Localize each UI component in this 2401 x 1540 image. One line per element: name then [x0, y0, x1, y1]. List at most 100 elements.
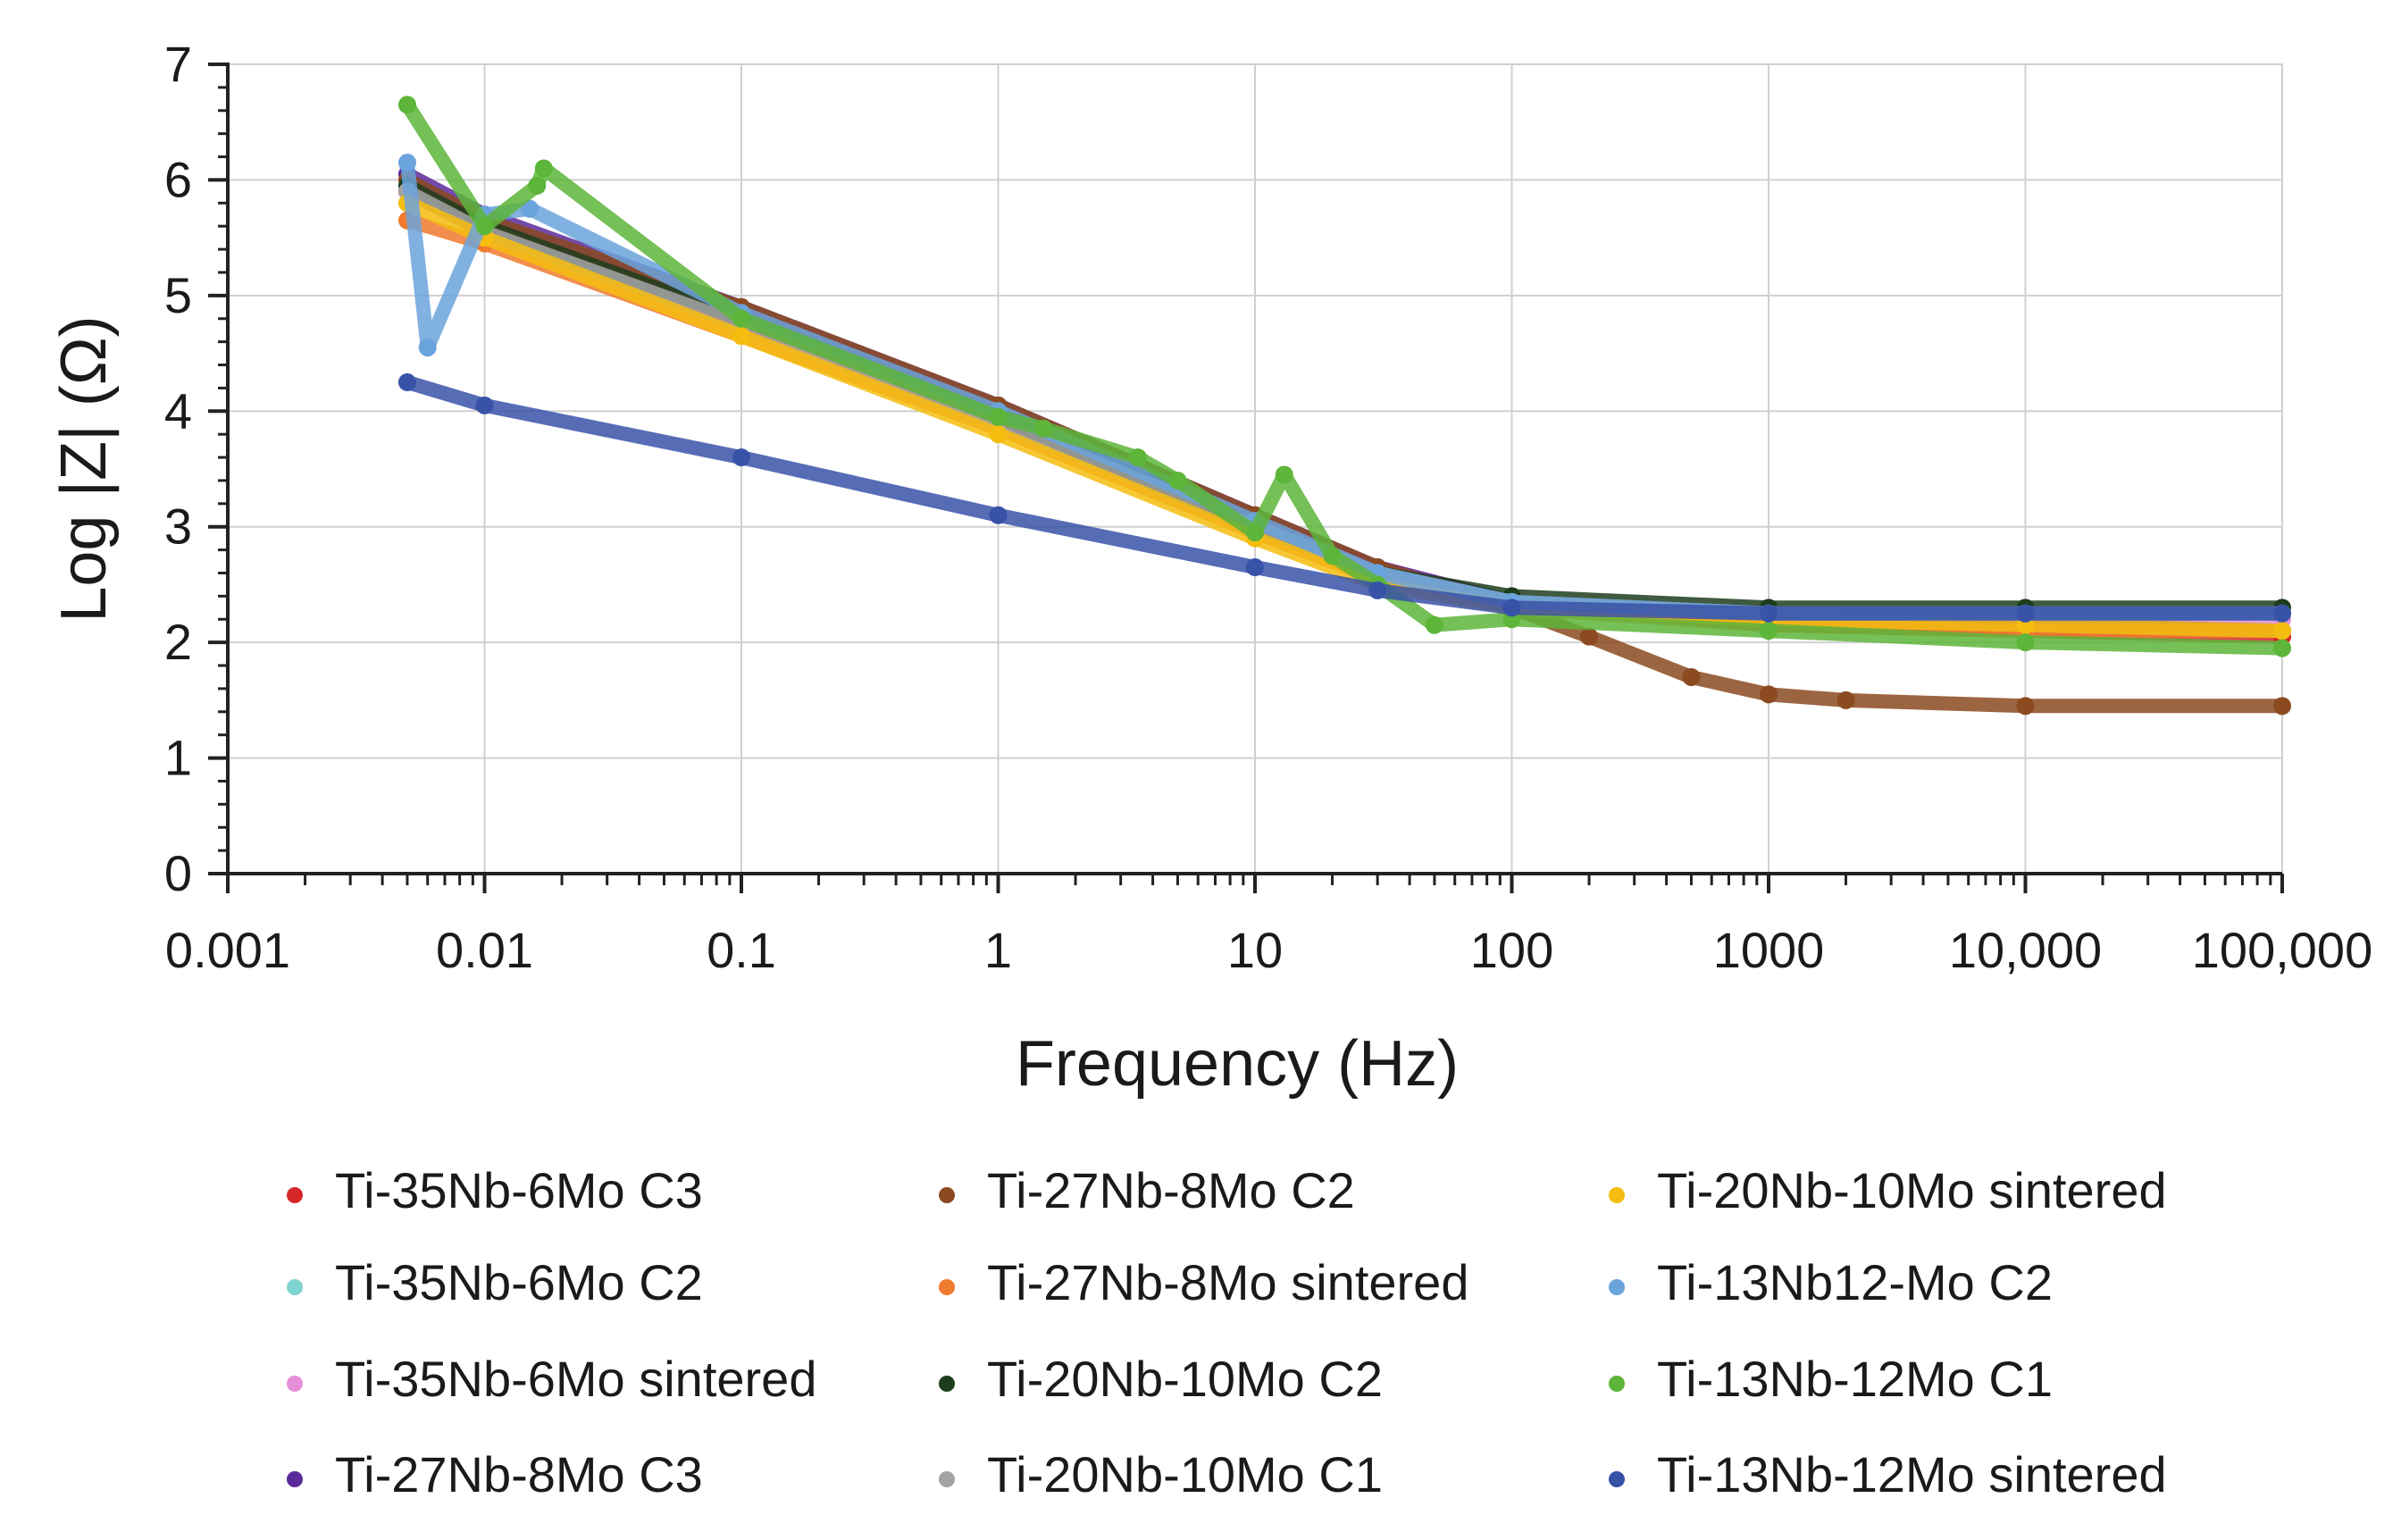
legend-item: Ti-13Nb-12Mo C1	[1609, 1351, 2053, 1407]
y-tick-label: 3	[164, 498, 192, 555]
y-tick-label: 6	[164, 151, 192, 207]
data-point	[1502, 598, 1521, 617]
data-point	[475, 396, 494, 414]
x-tick-label: 100,000	[2192, 922, 2372, 978]
legend: Ti-35Nb-6Mo C3 Ti-35Nb-6Mo C2 Ti-35Nb-6Mo …	[287, 1162, 2167, 1502]
legend-marker	[1609, 1471, 1625, 1487]
y-tick-label: 7	[164, 36, 192, 92]
y-tick-label: 5	[164, 267, 192, 323]
data-point	[418, 339, 437, 357]
series-ti-13nb-12mo-sintered	[397, 372, 2291, 623]
x-axis-title: Frequency (Hz)	[1016, 1028, 1459, 1100]
data-point	[397, 96, 416, 114]
x-tick-label: 10,000	[1949, 922, 2102, 978]
data-point	[1760, 685, 1778, 704]
legend-marker	[939, 1471, 955, 1487]
data-point	[1760, 604, 1778, 623]
data-point	[1034, 419, 1053, 438]
legend-label: Ti-27Nb-8Mo C3	[335, 1446, 703, 1502]
legend-item: Ti-20Nb-10Mo C1	[939, 1446, 1383, 1502]
data-point	[989, 425, 1008, 444]
legend-marker	[939, 1279, 955, 1295]
y-tick-label: 4	[164, 382, 192, 439]
legend-item: Ti-27Nb-8Mo sintered	[939, 1254, 1468, 1310]
data-point	[1323, 547, 1342, 565]
data-point	[521, 199, 540, 218]
x-tick-label: 0.1	[707, 922, 776, 978]
legend-label: Ti-20Nb-10Mo C1	[987, 1446, 1383, 1502]
data-point	[1246, 558, 1264, 577]
data-point	[732, 448, 750, 467]
x-tick-label: 1	[984, 922, 1012, 978]
data-point	[1425, 615, 1443, 634]
x-tick-label: 10	[1227, 922, 1283, 978]
legend-item: Ti-35Nb-6Mo C3	[287, 1162, 703, 1218]
legend-marker	[287, 1471, 303, 1487]
data-point	[528, 176, 547, 195]
data-point	[397, 372, 416, 391]
y-tick-label: 0	[164, 845, 192, 901]
data-point	[397, 154, 416, 172]
legend-marker	[287, 1376, 303, 1392]
legend-label: Ti-35Nb-6Mo sintered	[335, 1351, 816, 1407]
data-point	[1682, 667, 1701, 686]
data-point	[989, 407, 1008, 426]
x-tick-label: 100	[1470, 922, 1553, 978]
legend-item: Ti-20Nb-10Mo sintered	[1609, 1162, 2167, 1218]
data-point	[534, 159, 553, 178]
data-point	[732, 327, 750, 346]
data-point	[1275, 465, 1293, 484]
legend-label: Ti-35Nb-6Mo C2	[335, 1254, 703, 1310]
data-point	[1246, 523, 1264, 542]
legend-item: Ti-13Nb12-Mo C2	[1609, 1254, 2053, 1310]
legend-label: Ti-20Nb-10Mo C2	[987, 1351, 1383, 1407]
legend-marker	[1609, 1187, 1625, 1203]
x-tick-label: 0.01	[436, 922, 533, 978]
data-point	[2273, 604, 2291, 623]
data-point	[2016, 633, 2035, 652]
legend-label: Ti-27Nb-8Mo sintered	[987, 1254, 1468, 1310]
data-point	[475, 217, 494, 236]
data-point	[2273, 622, 2291, 640]
legend-label: Ti-13Nb-12Mo C1	[1657, 1351, 2053, 1407]
legend-item: Ti-13Nb-12Mo sintered	[1609, 1446, 2167, 1502]
series-line	[400, 196, 2289, 639]
data-point	[1128, 448, 1147, 467]
data-point	[1168, 471, 1187, 490]
x-tick-label: 0.001	[165, 922, 290, 978]
legend-item: Ti-20Nb-10Mo C2	[939, 1351, 1383, 1407]
data-series	[397, 96, 2291, 716]
legend-item: Ti-27Nb-8Mo C3	[287, 1446, 703, 1502]
y-axis-title: Log |Z| (Ω)	[48, 315, 120, 622]
data-point	[2273, 639, 2291, 657]
data-point	[732, 309, 750, 328]
y-tick-label: 1	[164, 730, 192, 786]
legend-label: Ti-13Nb12-Mo C2	[1657, 1254, 2053, 1310]
axes: 0 1 2 3 4 5 6 7 0.001 0.01 0.1 1 10 100 1000 10,000 100,…	[48, 36, 2372, 1100]
data-point	[2273, 697, 2291, 716]
legend-marker	[287, 1279, 303, 1295]
data-point	[2016, 697, 2035, 716]
legend-marker	[1609, 1279, 1625, 1295]
data-point	[1580, 627, 1599, 646]
legend-label: Ti-20Nb-10Mo sintered	[1657, 1162, 2167, 1218]
data-point	[1368, 581, 1387, 599]
data-point	[2016, 604, 2035, 623]
x-tick-label: 1000	[1713, 922, 1825, 978]
legend-label: Ti-35Nb-6Mo C3	[335, 1162, 703, 1218]
series-ti-13nb-12mo-c1	[397, 96, 2291, 657]
data-point	[989, 506, 1008, 524]
legend-marker	[939, 1376, 955, 1392]
y-tick-label: 2	[164, 614, 192, 670]
legend-marker	[287, 1187, 303, 1203]
legend-label: Ti-27Nb-8Mo C2	[987, 1162, 1355, 1218]
legend-item: Ti-35Nb-6Mo sintered	[287, 1351, 816, 1407]
data-point	[1760, 622, 1778, 640]
legend-label: Ti-13Nb-12Mo sintered	[1657, 1446, 2167, 1502]
series-line	[400, 374, 2289, 621]
legend-marker	[1609, 1376, 1625, 1392]
data-point	[1836, 690, 1855, 709]
legend-marker	[939, 1187, 955, 1203]
